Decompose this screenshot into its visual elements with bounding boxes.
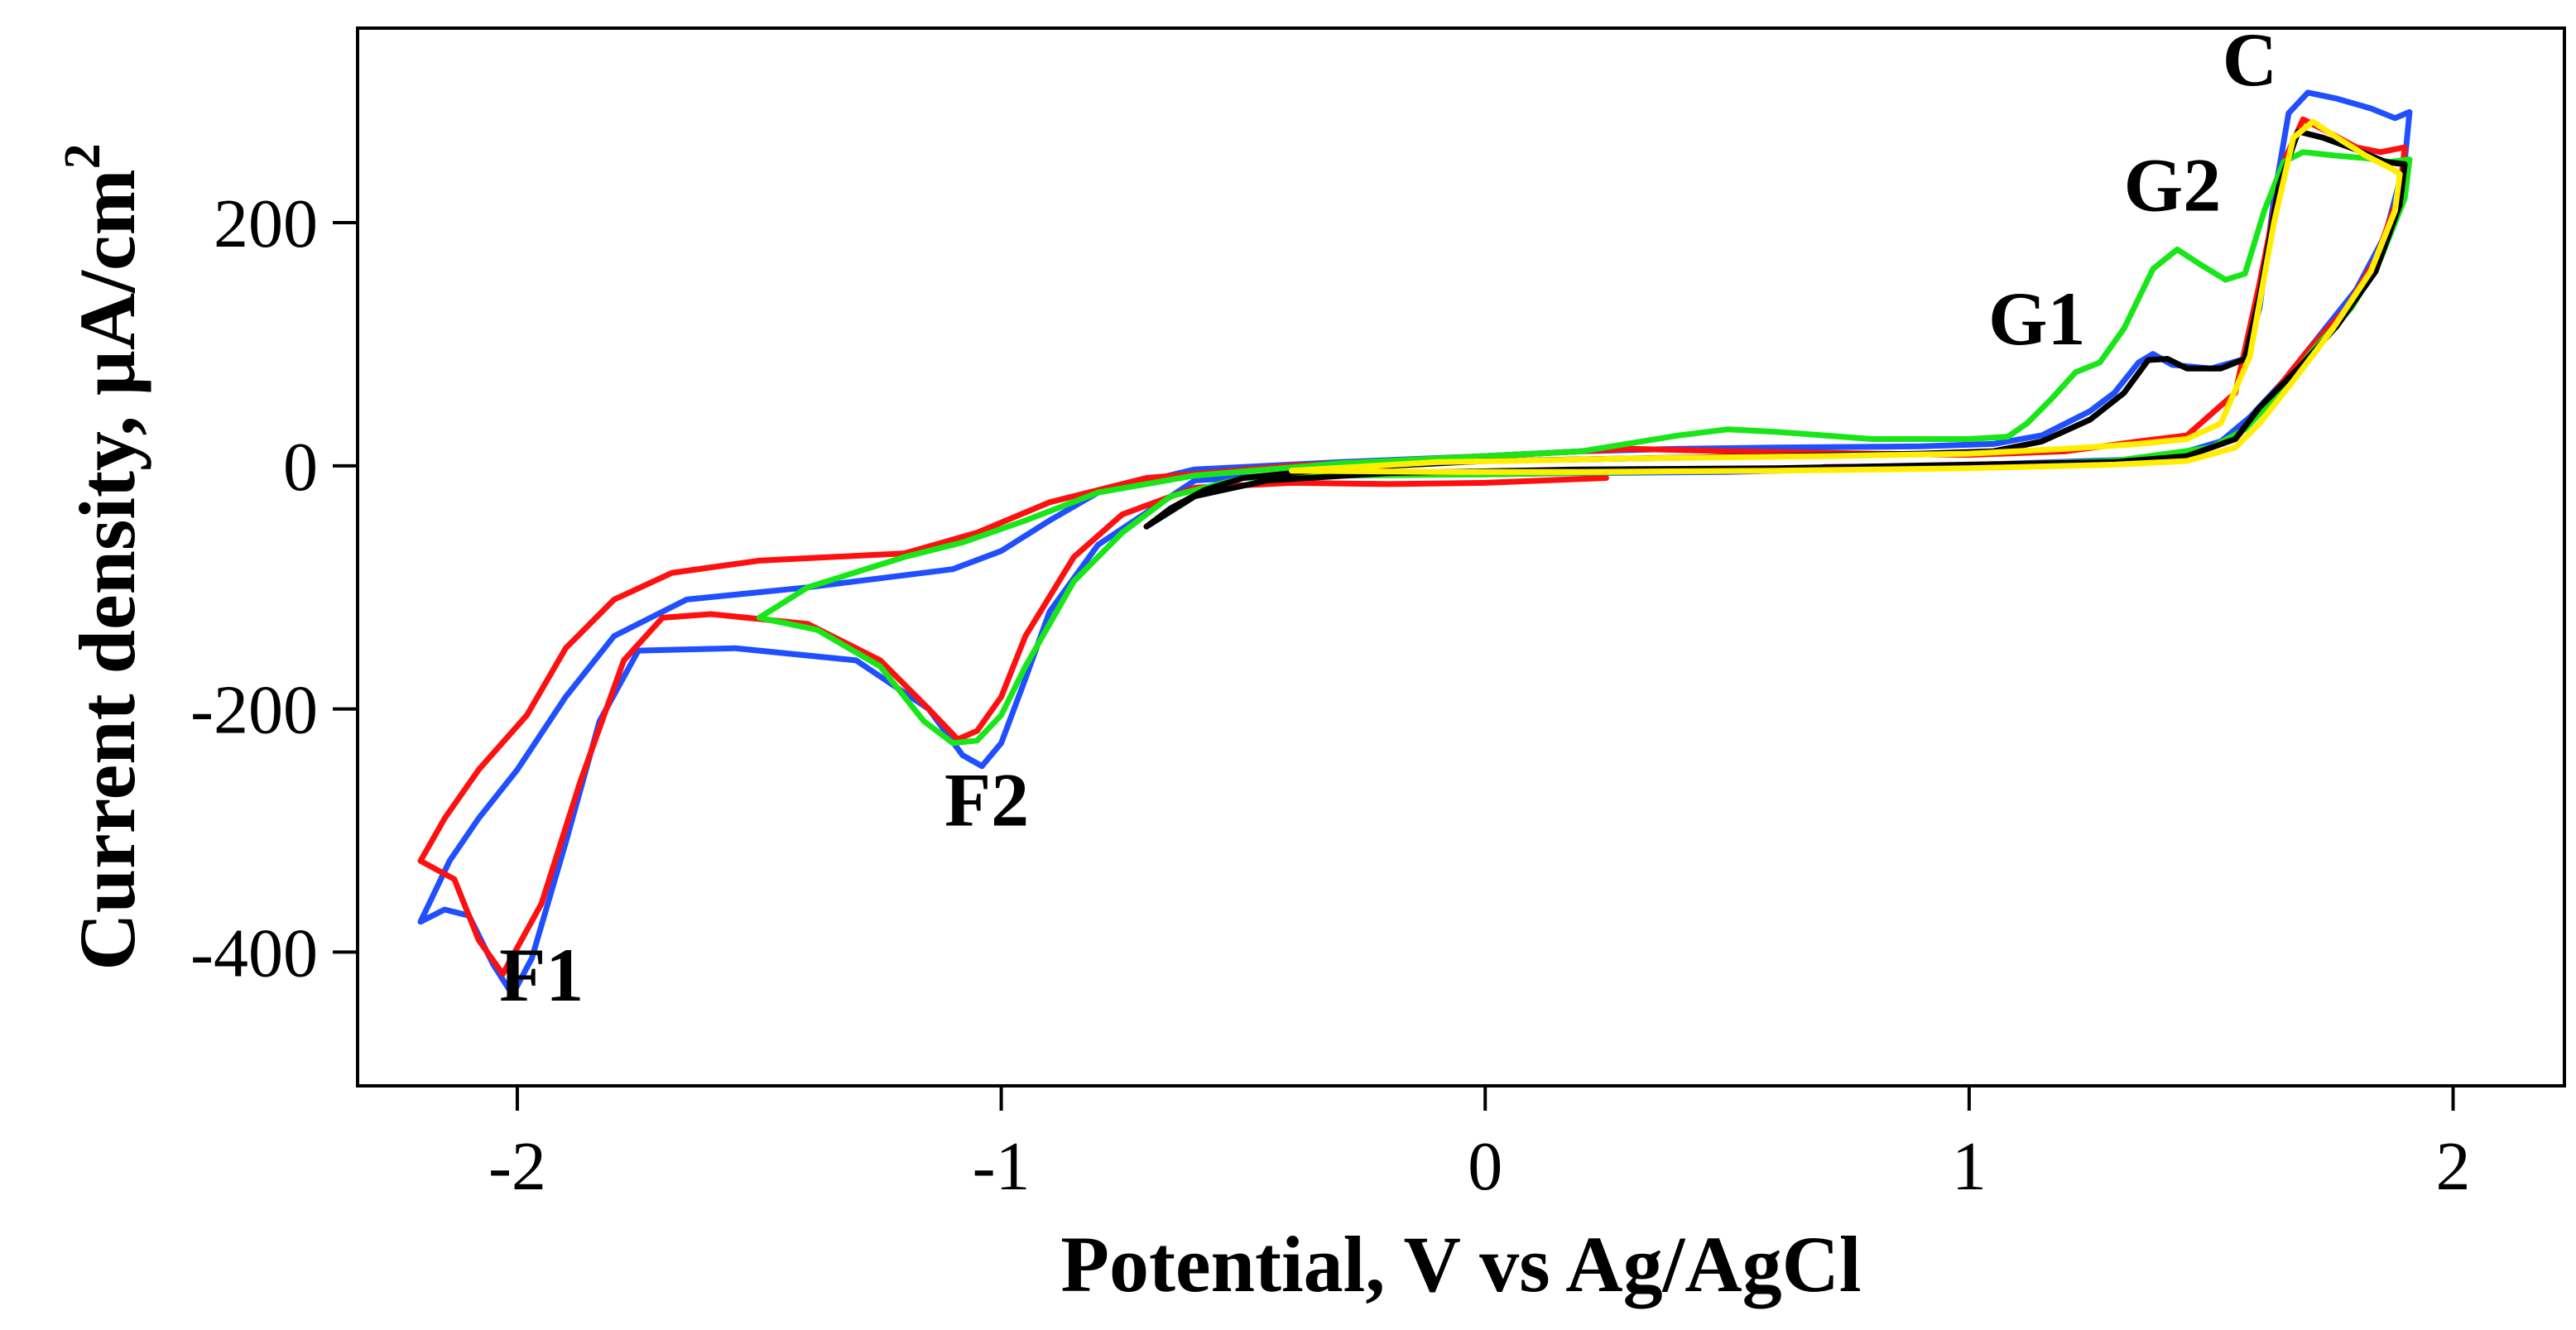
x-tick-label: 0 [1468,1128,1502,1205]
plot-frame [356,26,2566,1088]
series-line-red [417,116,2408,977]
data-series-group [417,89,2413,998]
y-axis-title: Current density, µA/cm2 [55,143,151,970]
peak-annotations: F1 F2 G1 G2C [499,17,2277,1017]
peak-label-f1: F1 [499,933,584,1017]
y-axis-ticks: 200 0 -200 -400 [190,185,358,991]
y-axis-title-superscript: 2 [55,143,111,169]
y-tick-label: 200 [214,185,318,262]
x-axis-ticks: -2 -1 0 1 2 [488,1086,2471,1205]
x-tick-label: 1 [1952,1128,1987,1205]
x-axis-title: Potential, V vs Ag/AgCl [1060,1220,1861,1308]
x-tick-label: 2 [2436,1128,2471,1205]
y-tick-label: -400 [190,915,318,991]
series-line-blue [417,89,2413,998]
peak-label-f2: F2 [944,758,1029,843]
peak-label-g2: G2 [2124,142,2222,227]
y-tick-label: -200 [190,672,318,749]
y-tick-label: 0 [283,429,318,506]
peak-label-g1: G1 [1988,276,2086,361]
y-axis-title-main: Current density, µA/cm [63,169,151,970]
x-tick-label: -1 [973,1128,1031,1205]
peak-label-c: C [2223,17,2277,102]
series-line-green [756,149,2413,747]
x-tick-label: -2 [488,1128,546,1205]
series-line-yellow [1288,118,2403,475]
